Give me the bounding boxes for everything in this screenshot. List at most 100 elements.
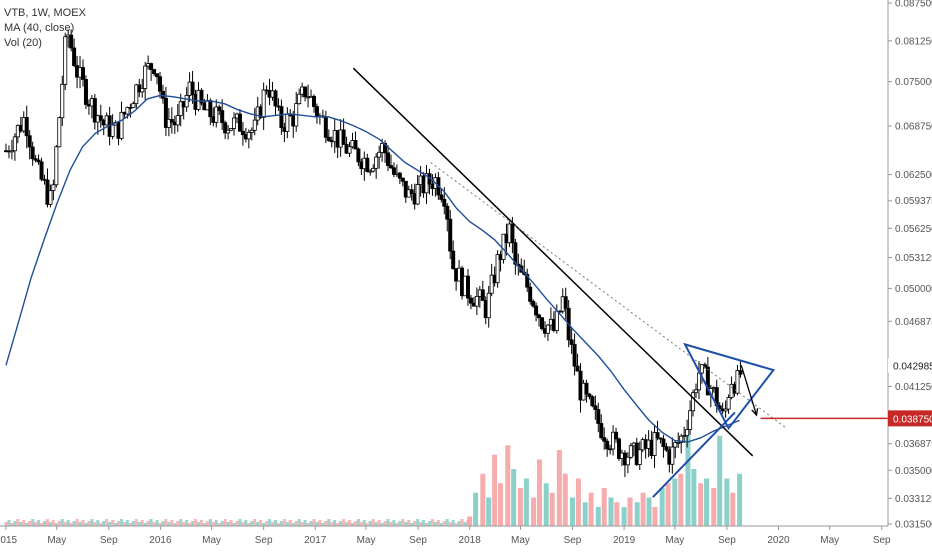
candle-body	[386, 152, 391, 166]
candle-body	[531, 300, 536, 307]
volume-bar	[10, 523, 14, 526]
candle-body	[374, 156, 379, 169]
volume-bar	[463, 522, 467, 526]
x-tick-label: May	[665, 535, 684, 546]
candle-body	[691, 392, 696, 412]
volume-bar	[42, 521, 46, 526]
volume-bar	[582, 502, 588, 526]
candle-body	[261, 89, 266, 118]
ma-layer	[5, 94, 740, 443]
volume-bar	[96, 520, 100, 526]
volume-bar	[345, 522, 349, 526]
candle-body	[237, 113, 242, 132]
candle-body	[377, 151, 382, 158]
volume-bar	[291, 523, 295, 526]
candle-body	[735, 370, 740, 394]
support-line	[652, 411, 736, 498]
candle-body	[673, 442, 678, 448]
x-tick-label: Sep	[100, 535, 118, 546]
candle-body	[448, 218, 453, 252]
candle-body	[178, 101, 183, 116]
volume-bar	[422, 520, 426, 526]
volume-bar	[640, 492, 646, 526]
candle-body	[554, 310, 559, 331]
volume-bar	[262, 523, 266, 526]
volume-bar	[173, 523, 177, 526]
volume-bar	[131, 521, 135, 526]
volume-bar	[146, 521, 150, 526]
volume-bar	[627, 497, 633, 526]
volume-bar	[105, 519, 109, 526]
volume-bar	[588, 492, 594, 526]
candle-body	[540, 317, 545, 330]
candle-body	[534, 305, 539, 316]
candle-body	[252, 119, 257, 131]
candle-body	[110, 124, 115, 137]
volume-bar	[69, 523, 73, 526]
current-price-label: 0.042985	[893, 361, 932, 372]
volume-bar	[724, 478, 730, 526]
volume-bar	[285, 522, 289, 526]
volume-bar	[108, 522, 112, 526]
y-tick-label: 0.033125	[895, 494, 932, 505]
volume-bar	[672, 478, 678, 526]
volume-bar	[125, 520, 129, 526]
candle-body	[694, 389, 699, 394]
candle-body	[119, 111, 124, 139]
y-tick-label: 0.053125	[895, 253, 932, 264]
candle-body	[403, 180, 408, 198]
candle-body	[661, 438, 666, 448]
candle-body	[51, 184, 56, 191]
candle-body	[445, 205, 450, 220]
volume-bar	[442, 521, 446, 526]
volume-bar	[75, 519, 79, 526]
x-tick-label: Sep	[255, 535, 273, 546]
volume-bar	[704, 478, 710, 526]
y-tick-label: 0.036875	[895, 439, 932, 450]
volume-bar	[327, 519, 331, 526]
candle-body	[249, 129, 254, 133]
volume-bar	[698, 483, 704, 526]
volume-bar	[595, 507, 601, 526]
volume-bar	[608, 497, 614, 526]
candle-body	[149, 63, 154, 70]
candle-body	[223, 122, 228, 134]
candle-body	[131, 103, 136, 108]
volume-bar	[114, 523, 118, 526]
candle-body	[39, 161, 44, 180]
volume-bar	[480, 473, 486, 526]
candle-body	[415, 184, 420, 205]
volume-bar	[457, 521, 461, 526]
volume-bar	[318, 520, 322, 526]
drawing-layer[interactable]	[352, 67, 888, 498]
candle-body	[27, 135, 32, 148]
candle-body	[83, 79, 88, 105]
volume-bar	[185, 520, 189, 526]
volume-bar	[211, 522, 215, 526]
volume-bar	[134, 519, 138, 526]
candle-body	[726, 397, 731, 410]
volume-bar	[205, 521, 209, 526]
candle-body	[30, 146, 35, 160]
candle-body	[545, 324, 550, 334]
volume-bar	[155, 520, 159, 526]
volume-bar	[419, 522, 423, 526]
candle-body	[658, 437, 663, 440]
candle-body	[652, 432, 657, 456]
legend-symbol: VTB, 1W, MOEX	[4, 7, 86, 19]
candle-body	[229, 128, 234, 131]
volume-bar	[306, 523, 310, 526]
candle-body	[297, 93, 302, 105]
candle-body	[596, 409, 601, 424]
volume-bar	[342, 519, 346, 526]
candle-body	[347, 146, 352, 154]
volume-bar	[386, 519, 390, 526]
volume-bar	[413, 521, 417, 526]
volume-bar	[99, 523, 103, 526]
candle-body	[155, 73, 160, 78]
